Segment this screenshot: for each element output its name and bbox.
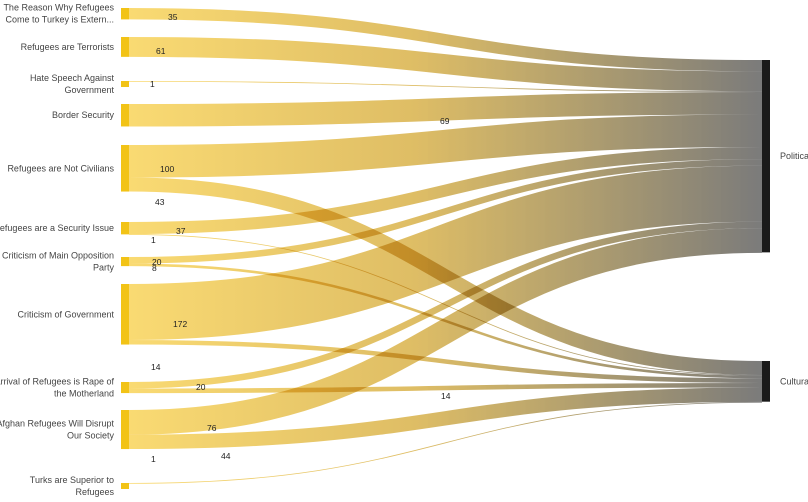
value-label-2-0: 1 — [150, 79, 155, 89]
source-node-border-security[interactable] — [121, 104, 129, 127]
nodes-layer — [121, 8, 770, 489]
value-label-7-1: 14 — [151, 362, 161, 372]
link-criticism-of-government-to-political[interactable] — [128, 165, 763, 340]
source-label-arrival-of-refugees-is-rape-of-the-motherland-line1: Arrival of Refugees is Rape of — [0, 377, 114, 387]
value-label-9-0: 76 — [207, 423, 217, 433]
value-label-4-0: 100 — [160, 164, 174, 174]
source-label-the-reason-why-refugees-come-to-turkey-is-extern-line1: The Reason Why Refugees — [3, 3, 114, 13]
target-node-political[interactable] — [762, 60, 770, 253]
link-border-security-to-political[interactable] — [128, 92, 763, 127]
value-label-5-1: 1 — [151, 235, 156, 245]
source-label-turks-are-superior-to-refugees-line1: Turks are Superior to — [30, 475, 114, 485]
link-criticism-of-government-to-cultural[interactable] — [128, 339, 763, 383]
value-label-7-0: 172 — [173, 319, 187, 329]
value-label-6-0: 20 — [152, 257, 162, 267]
source-node-criticism-of-main-opposition-party[interactable] — [121, 257, 129, 267]
value-label-0-0: 35 — [168, 12, 178, 22]
value-label-10-1: 1 — [151, 454, 156, 464]
link-criticism-of-main-opposition-party-to-political[interactable] — [128, 159, 763, 264]
links-layer — [128, 7, 763, 484]
source-node-hate-speech-against-government[interactable] — [121, 81, 129, 87]
source-label-arrival-of-refugees-is-rape-of-the-motherland-line2: the Motherland — [54, 389, 114, 399]
value-label-5-0: 37 — [176, 226, 186, 236]
link-afghan-refugees-will-disrupt-our-society-to-political[interactable] — [128, 228, 763, 435]
value-label-6-1: 8 — [152, 263, 157, 273]
source-label-the-reason-why-refugees-come-to-turkey-is-extern-line2: Come to Turkey is Extern... — [5, 15, 114, 25]
source-label-refugees-are-terrorists: Refugees are Terrorists — [21, 42, 115, 52]
source-label-refugees-are-a-security-issue: Refugees are a Security Issue — [0, 223, 114, 233]
value-label-8-1: 14 — [441, 391, 451, 401]
target-node-cultural[interactable] — [762, 361, 770, 402]
source-node-turks-are-superior-to-refugees[interactable] — [121, 483, 129, 489]
target-label-political: Political — [780, 151, 808, 161]
value-label-3-0: 69 — [440, 116, 450, 126]
source-label-hate-speech-against-government-line2: Government — [64, 85, 114, 95]
link-afghan-refugees-will-disrupt-our-society-to-cultural[interactable] — [128, 387, 763, 450]
source-label-criticism-of-government: Criticism of Government — [17, 309, 114, 319]
source-label-criticism-of-main-opposition-party-line1: Criticism of Main Opposition — [2, 251, 114, 261]
source-label-border-security: Border Security — [52, 110, 115, 120]
source-node-afghan-refugees-will-disrupt-our-society[interactable] — [121, 410, 129, 450]
source-node-refugees-are-a-security-issue[interactable] — [121, 222, 129, 235]
link-refugees-are-not-civilians-to-political[interactable] — [128, 114, 763, 178]
link-refugees-are-terrorists-to-political[interactable] — [128, 36, 763, 92]
link-refugees-are-a-security-issue-to-political[interactable] — [128, 147, 763, 235]
source-label-refugees-are-not-civilians: Refugees are Not Civilians — [7, 163, 114, 173]
value-label-4-1: 43 — [155, 197, 165, 207]
link-turks-are-superior-to-refugees-to-cultural[interactable] — [128, 401, 763, 484]
source-label-hate-speech-against-government-line1: Hate Speech Against — [30, 73, 115, 83]
source-label-criticism-of-main-opposition-party-line2: Party — [93, 263, 115, 273]
value-label-8-0: 20 — [196, 382, 206, 392]
source-node-arrival-of-refugees-is-rape-of-the-motherland[interactable] — [121, 382, 129, 394]
labels-layer: The Reason Why Refugees Come to Turkey is… — [0, 3, 808, 497]
link-the-reason-why-refugees-come-to-turkey-is-extern-to-political[interactable] — [128, 7, 763, 72]
target-label-cultural: Cultural — [780, 376, 808, 386]
source-node-refugees-are-terrorists[interactable] — [121, 37, 129, 57]
source-node-criticism-of-government[interactable] — [121, 284, 129, 345]
link-arrival-of-refugees-is-rape-of-the-motherland-to-cultural[interactable] — [128, 382, 763, 394]
source-node-the-reason-why-refugees-come-to-turkey-is-extern[interactable] — [121, 8, 129, 20]
link-arrival-of-refugees-is-rape-of-the-motherland-to-political[interactable] — [128, 221, 763, 389]
value-label-1-0: 61 — [156, 46, 166, 56]
source-label-turks-are-superior-to-refugees-line2: Refugees — [75, 487, 114, 497]
source-label-afghan-refugees-will-disrupt-our-society-line1: Afghan Refugees Will Disrupt — [0, 419, 114, 429]
source-label-afghan-refugees-will-disrupt-our-society-line2: Our Society — [67, 431, 115, 441]
value-label-9-1: 44 — [221, 451, 231, 461]
link-hate-speech-against-government-to-political[interactable] — [128, 81, 763, 93]
source-node-refugees-are-not-civilians[interactable] — [121, 145, 129, 192]
